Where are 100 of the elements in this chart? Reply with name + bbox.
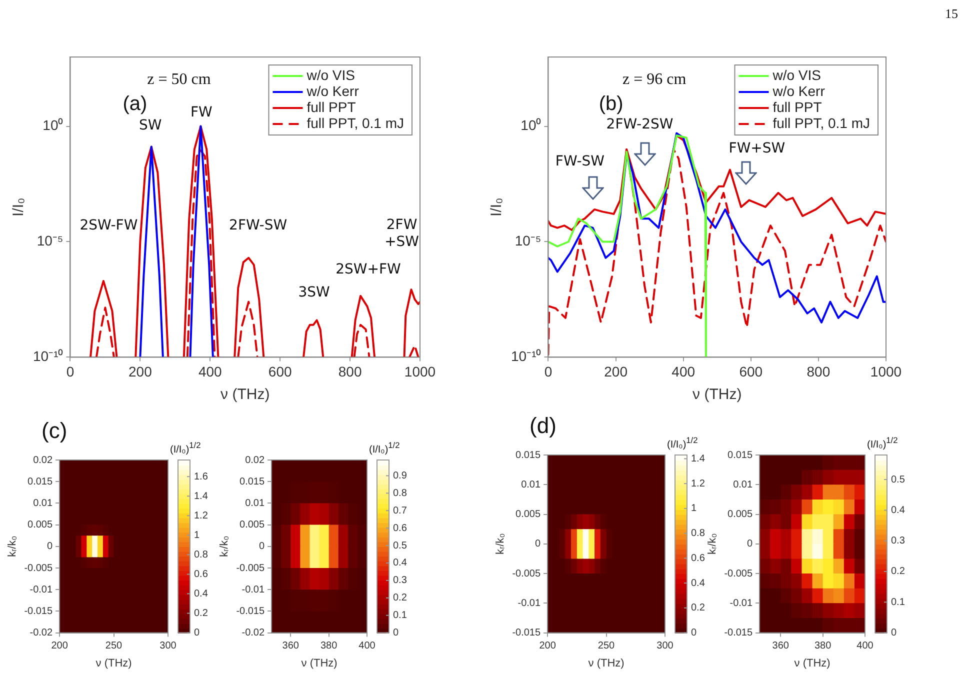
y-tick-label: 10⁻⁵ (36, 232, 64, 249)
x-tick-label: 250 (105, 640, 123, 652)
y-tick-label: -0.02 (242, 628, 265, 639)
y-tick-label: 0 (258, 541, 265, 552)
color-bar-title: (I/I₀)$^{1/2}$ (369, 440, 400, 456)
y-tick-label: 0.01 (521, 479, 541, 490)
color-bar-label: 0.5 (393, 540, 408, 552)
x-axis-title: ν (THz) (301, 657, 338, 670)
color-bar-label: 0.6 (393, 522, 408, 534)
x-axis-title: ν (THz) (692, 386, 742, 404)
color-bar-label: 1.6 (194, 471, 208, 482)
annotation: 3SW (298, 284, 330, 302)
color-bar-label: 0.8 (194, 549, 208, 560)
color-bar-label: 1 (194, 530, 200, 541)
x-tick-label: 380 (320, 640, 338, 652)
x-axis-title: ν (THz) (794, 657, 830, 670)
y-tick-label: 0.005 (728, 509, 753, 520)
color-bar-label: 0.8 (393, 488, 408, 499)
y-tick-label: -0.02 (30, 628, 53, 639)
y-tick-label: 0.01 (245, 498, 265, 509)
color-bar-label: 0 (891, 628, 897, 639)
y-tick-label: 10⁰ (520, 117, 542, 134)
legend-label: w/o Kerr (772, 82, 826, 99)
color-bar-label: 0.2 (194, 608, 208, 620)
y-tick-label: 0.01 (33, 498, 53, 509)
y-tick-label: -0.015 (236, 606, 265, 617)
legend-label: full PPT, 0.1 mJ (772, 114, 870, 131)
color-bar-label: 0.2 (393, 592, 408, 604)
color-bar-title: (I/I₀)$^{1/2}$ (170, 440, 201, 456)
y-tick-label: 0.005 (516, 509, 541, 520)
y-tick-label: 10⁰ (42, 117, 64, 134)
x-tick-label: 200 (539, 640, 556, 652)
x-tick-label: 380 (814, 640, 832, 652)
y-tick-label: -0.005 (512, 568, 541, 580)
annotation: (a) (122, 93, 148, 116)
y-tick-label: 0 (46, 541, 53, 552)
annotation: FW+SW (728, 140, 786, 158)
color-bar-label: 0.1 (891, 596, 906, 608)
color-bar-label: 0 (691, 628, 697, 639)
color-bar-label: 0.4 (194, 588, 208, 600)
y-axis-title: I/I₀ (10, 198, 28, 216)
x-tick-label: 360 (282, 640, 300, 652)
color-bar-title: (I/I₀)$^{1/2}$ (667, 435, 698, 450)
legend-label: w/o Kerr (306, 82, 360, 99)
y-axis-title: kᵣ/k₀ (706, 533, 719, 555)
x-axis-title: ν (THz) (96, 657, 132, 670)
x-tick-label: 1000 (404, 363, 436, 380)
y-tick-label: 0.015 (240, 476, 265, 488)
y-axis-title: kᵣ/k₀ (218, 536, 231, 558)
color-bar-label: 1.4 (194, 490, 208, 502)
y-tick-label: 0.015 (728, 450, 753, 461)
annotation: 2FW +SW (384, 216, 420, 251)
color-bar-title: (I/I₀)$^{1/2}$ (867, 435, 898, 450)
annotation: FW (190, 104, 212, 122)
y-axis-title: kᵣ/k₀ (6, 536, 19, 558)
legend-label: full PPT, 0.1 mJ (306, 114, 404, 131)
legend-label: full PPT (772, 98, 822, 115)
x-tick-label: 0 (544, 363, 552, 380)
y-tick-label: 0.02 (245, 454, 265, 466)
color-bar-label: 1.4 (691, 453, 706, 464)
annotation: SW (138, 118, 162, 135)
color-bar-label: 0.4 (691, 578, 706, 589)
y-tick-label: 0.005 (28, 520, 53, 531)
x-tick-label: 400 (672, 363, 696, 380)
color-bar-label: 0.7 (393, 505, 408, 516)
annotation: 2FW-SW (229, 218, 288, 235)
y-tick-label: 0.02 (33, 454, 53, 466)
x-tick-label: 600 (739, 363, 763, 380)
color-bar-label: 0 (393, 628, 399, 639)
annotation: (b) (598, 93, 624, 116)
x-tick-label: 600 (268, 363, 292, 380)
y-tick-label: -0.005 (24, 562, 53, 574)
x-tick-label: 300 (160, 640, 177, 652)
x-tick-label: 400 (198, 363, 222, 380)
y-tick-label: -0.015 (724, 628, 753, 639)
y-tick-label: -0.015 (512, 628, 541, 639)
annotation: FW-SW (555, 153, 605, 170)
y-tick-label: 0.015 (28, 476, 53, 488)
legend-label: w/o VIS (772, 66, 821, 83)
annotation: 2SW+FW (336, 262, 401, 279)
text: (d) (530, 413, 556, 439)
x-tick-label: 200 (604, 363, 628, 380)
y-tick-label: 0.005 (240, 520, 265, 531)
color-bar-label: 0.8 (691, 528, 706, 540)
color-bar-label: 0.1 (393, 610, 408, 622)
text: 15 (945, 6, 958, 22)
y-tick-label: 10⁻⁵ (514, 232, 542, 249)
x-tick-label: 300 (656, 640, 674, 652)
annotation: 2FW-2SW (606, 116, 674, 134)
y-tick-label: -0.015 (24, 606, 53, 617)
text: (c) (42, 418, 68, 444)
x-tick-label: 360 (772, 640, 790, 652)
y-tick-label: 0 (746, 538, 753, 550)
color-bar-label: 0.6 (691, 552, 706, 564)
y-tick-label: -0.01 (730, 598, 753, 609)
x-tick-label: 0 (66, 363, 74, 380)
y-tick-label: 0.01 (733, 479, 753, 490)
annotation: 2SW-FW (80, 218, 138, 235)
y-tick-label: 10⁻¹⁰ (33, 348, 64, 364)
color-bar-label: 0.2 (891, 566, 906, 578)
